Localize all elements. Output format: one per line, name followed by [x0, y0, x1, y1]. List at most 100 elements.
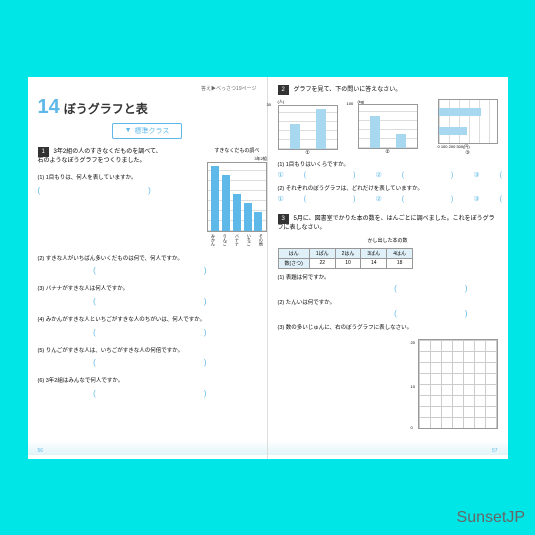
- question-2-1: (1) 1目もりはいくらですか。: [278, 160, 498, 168]
- page-footer-right: [268, 441, 508, 455]
- question-1-1: (1) 1目もりは、何人を表していますか。: [38, 175, 201, 183]
- answer-blank-b: ②( ): [375, 194, 473, 204]
- grid-box: 20 10 0: [418, 339, 498, 429]
- section-number-1: 1: [38, 147, 49, 157]
- answer-blank-c: ③( ): [473, 194, 535, 204]
- section-number-3: 3: [278, 214, 289, 224]
- chart-a-bar2: [316, 109, 326, 149]
- chapter-title-row: 14 ぼうグラフと表: [38, 96, 257, 119]
- section-3-left: かし出した本の数 はん 1ぱん 2はん 3ばん 4はん 数(さつ) 22 1: [278, 237, 498, 331]
- question-1-5: (5) りんごがすきな人は、いちごがすきな人の何倍ですか。: [38, 348, 257, 356]
- answer-blank: ( ): [38, 296, 257, 307]
- chart-b-label: ②: [358, 149, 418, 155]
- table-row-label: 数(さつ): [278, 258, 309, 268]
- question-2-2: (2) それぞれのぼうグラフは、どれだけを表していますか。: [278, 184, 498, 192]
- chart-a-label: ①: [278, 150, 338, 156]
- table-cell: 22: [309, 258, 335, 268]
- watermark-text: SunsetJP: [457, 509, 525, 527]
- answer-blank-a: ①( ): [278, 170, 376, 180]
- bar-other: [254, 212, 262, 231]
- table-cell: 14: [361, 258, 387, 268]
- section-2-text: グラフを見て、下の問いに答えなさい。: [294, 87, 402, 93]
- bar-label: りんご: [223, 234, 227, 246]
- level-badge-row: ▼ 標準クラス: [38, 123, 257, 139]
- section-3-intro: 3 5月に、図書室でかりた本の数を、はんごとに調べました。これをぼうグラフに表し…: [278, 214, 498, 233]
- table-row: 数(さつ) 22 10 14 18: [278, 258, 412, 268]
- section-number-2: 2: [278, 85, 289, 95]
- question-3-3: (3) 数の多いじゅんに、右のぼうグラフに表しなさい。: [278, 323, 498, 331]
- answer-blank-b: ②( ): [375, 170, 473, 180]
- chart-a-area: 30: [278, 105, 338, 150]
- grid-y0: 0: [411, 425, 413, 430]
- right-page: 2 グラフを見て、下の問いに答えなさい。 (人) 30 ① (kg) 100: [268, 77, 508, 459]
- mini-chart-c: 0 100 200 300(円) ③: [438, 99, 498, 156]
- answer-row-2-1: ①( ) ②( ) ③( ): [278, 170, 498, 180]
- chart-b-area: 100: [358, 104, 418, 149]
- question-3-1: (1) 表題は何ですか。: [278, 273, 498, 281]
- chapter-number: 14: [38, 96, 60, 119]
- level-badge: ▼ 標準クラス: [112, 123, 183, 139]
- chart-c-bar2: [439, 127, 467, 135]
- question-1-2: (2) すきな人がいちばん多いくだものは何で、何人ですか。: [38, 256, 257, 264]
- chart-c-area: [438, 99, 498, 144]
- section-3: 3 5月に、図書室でかりた本の数を、はんごとに調べました。これをぼうグラフに表し…: [278, 214, 498, 331]
- chart-c-label: ③: [438, 150, 498, 156]
- table-title: かし出した本の数: [278, 237, 498, 244]
- badge-label: 標準クラス: [135, 126, 170, 136]
- table-header: 2はん: [335, 248, 361, 258]
- page-footer-left: [28, 441, 267, 455]
- worksheet-spread: 答え▶べっさつ19ページ 14 ぼうグラフと表 ▼ 標準クラス 1 3年2組の人…: [28, 77, 508, 459]
- chart-c-bar1: [439, 108, 481, 116]
- bar-banana: [233, 194, 241, 231]
- bar-chart-area: [207, 162, 267, 232]
- answer-blank: ( ): [38, 357, 257, 368]
- table-header: 1ぱん: [309, 248, 335, 258]
- chart-a-ytop: 30: [267, 102, 271, 107]
- chart-a-bar1: [290, 124, 300, 149]
- bar-label: バナナ: [235, 234, 239, 246]
- answer-blank: ( ): [278, 283, 498, 294]
- page-number-right: 57: [492, 448, 498, 454]
- fruit-chart: すきなくだもの調べ 3年2組 みかん りんご バナナ いちご その他: [207, 147, 267, 246]
- chart-title: すきなくだもの調べ: [207, 147, 267, 154]
- bar-ringo: [222, 175, 230, 231]
- question-1-3: (3) バナナがすきな人は何人ですか。: [38, 286, 257, 294]
- section-2: 2 グラフを見て、下の問いに答えなさい。 (人) 30 ① (kg) 100: [278, 85, 498, 204]
- section-1-intro: 1 3年2組の人のすきなくだものを調べて、 右のようなぼうグラフをつくりました。: [38, 147, 201, 166]
- bar-labels-row: みかん りんご バナナ いちご その他: [207, 234, 267, 246]
- intro-line-1: 3年2組の人のすきなくだものを調べて、: [54, 149, 162, 155]
- chart-b-bar1: [370, 116, 380, 148]
- mini-chart-a: (人) 30 ①: [278, 99, 338, 156]
- question-3-2: (2) たんいは何ですか。: [278, 298, 498, 306]
- book-count-table: はん 1ぱん 2はん 3ばん 4はん 数(さつ) 22 10 14 18: [278, 248, 413, 269]
- table-cell: 10: [335, 258, 361, 268]
- mini-charts-row: (人) 30 ① (kg) 100 ②: [278, 99, 498, 156]
- answer-blank: ( ): [38, 388, 257, 399]
- section-1: 1 3年2組の人のすきなくだものを調べて、 右のようなぼうグラフをつくりました。…: [38, 147, 257, 246]
- answer-reference: 答え▶べっさつ19ページ: [38, 85, 257, 92]
- table-header: 4はん: [387, 248, 413, 258]
- bar-label: みかん: [211, 234, 215, 246]
- left-page: 答え▶べっさつ19ページ 14 ぼうグラフと表 ▼ 標準クラス 1 3年2組の人…: [28, 77, 268, 459]
- section-1-text: 1 3年2組の人のすきなくだものを調べて、 右のようなぼうグラフをつくりました。…: [38, 147, 201, 246]
- section-3-text: 5月に、図書室でかりた本の数を、はんごとに調べました。これをぼうグラフに表しなさ…: [278, 216, 495, 231]
- table-header: はん: [278, 248, 309, 258]
- table-header: 3ばん: [361, 248, 387, 258]
- section-3-content: かし出した本の数 はん 1ぱん 2はん 3ばん 4はん 数(さつ) 22 1: [278, 237, 498, 331]
- answer-blank: ( ): [38, 185, 201, 196]
- table-cell: 18: [387, 258, 413, 268]
- mini-chart-b: (kg) 100 ②: [358, 99, 418, 156]
- check-icon: ▼: [125, 127, 132, 134]
- answer-blank-a: ①( ): [278, 194, 376, 204]
- bar-label: いちご: [247, 234, 251, 246]
- answer-grid: 20 10 0: [418, 339, 498, 429]
- bar-label: その他: [259, 234, 263, 246]
- page-number-left: 56: [38, 448, 44, 454]
- chapter-title-text: ぼうグラフと表: [64, 100, 148, 117]
- table-row: はん 1ぱん 2はん 3ばん 4はん: [278, 248, 412, 258]
- question-1-4: (4) みかんがすきな人といちごがすきな人のちがいは、何人ですか。: [38, 317, 257, 325]
- answer-blank-c: ③( ): [473, 170, 535, 180]
- answer-blank: ( ): [278, 308, 498, 319]
- chart-b-bar2: [396, 134, 406, 148]
- section-2-intro: 2 グラフを見て、下の問いに答えなさい。: [278, 85, 498, 95]
